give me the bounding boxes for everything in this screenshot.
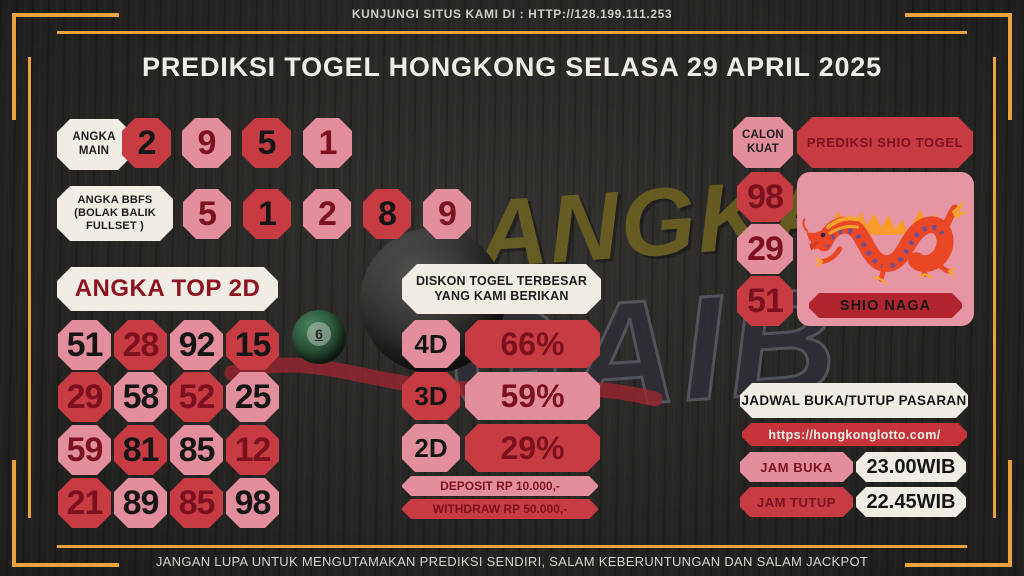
top2d-cell: 52 <box>170 372 223 422</box>
jam-buka-label: JAM BUKA <box>740 452 853 482</box>
angka-bbfs-label: ANGKA BBFS (BOLAK BALIK FULLSET ) <box>57 186 173 241</box>
diskon-title: DISKON TOGEL TERBESAR YANG KAMI BERIKAN <box>402 264 601 314</box>
calon-kuat-label: CALON KUAT <box>733 117 793 168</box>
shio-card: SHIO NAGA <box>797 172 974 326</box>
frame-line-bottom <box>57 545 967 548</box>
top2d-cell: 85 <box>170 425 223 475</box>
angka-bbfs-digit: 9 <box>423 189 471 239</box>
top2d-cell: 89 <box>114 478 167 528</box>
diskon-row-label: 2D <box>402 424 460 472</box>
calon-kuat-number: 98 <box>737 172 793 222</box>
calon-kuat-label-line2: KUAT <box>747 142 779 155</box>
angka-main-label-line2: MAIN <box>78 144 110 157</box>
diskon-row-value: 29% <box>465 424 600 472</box>
angka-top-2d-label: ANGKA TOP 2D <box>57 267 278 311</box>
shio-header: PREDIKSI SHIO TOGEL <box>797 117 973 168</box>
angka-bbfs-digit: 8 <box>363 189 411 239</box>
jam-tutup-label: JAM TUTUP <box>740 487 853 517</box>
frame-corner-top-left <box>12 13 119 120</box>
six-ball-number-disc: 6 <box>307 322 331 346</box>
six-ball-number: 6 <box>315 326 323 342</box>
site-notice: KUNJUNGI SITUS KAMI DI : HTTP://128.199.… <box>351 7 673 21</box>
top2d-cell: 51 <box>58 320 111 370</box>
footer-note: JANGAN LUPA UNTUK MENGUTAMAKAN PREDIKSI … <box>155 554 869 569</box>
frame-line-right <box>993 57 996 518</box>
frame-corner-bottom-left <box>12 460 119 567</box>
angka-bbfs-digit: 2 <box>303 189 351 239</box>
diskon-row-label: 3D <box>402 372 460 420</box>
top2d-cell: 21 <box>58 478 111 528</box>
jam-tutup-value: 22.45WIB <box>856 487 966 517</box>
withdraw-banner: WITHDRAW RP 50.000,- <box>402 499 598 519</box>
frame-line-top <box>57 31 967 34</box>
angka-bbfs-label-line2: (BOLAK BALIK <box>74 206 156 219</box>
top2d-cell: 12 <box>226 425 279 475</box>
top2d-cell: 25 <box>226 372 279 422</box>
frame-line-left <box>28 57 31 518</box>
angka-bbfs-label-line1: ANGKA BBFS <box>77 193 153 206</box>
angka-bbfs-label-line3: FULLSET ) <box>85 220 144 233</box>
angka-main-digit: 5 <box>242 118 291 168</box>
angka-bbfs-digit: 1 <box>243 189 291 239</box>
six-ball-decoration: 6 <box>292 310 346 364</box>
frame-corner-bottom-right <box>905 460 1012 567</box>
diskon-row-value: 59% <box>465 372 600 420</box>
shio-name-banner: SHIO NAGA <box>809 293 962 318</box>
deposit-banner: DEPOSIT RP 10.000,- <box>402 476 598 496</box>
top2d-cell: 85 <box>170 478 223 528</box>
top2d-cell: 15 <box>226 320 279 370</box>
diskon-title-line1: DISKON TOGEL TERBESAR <box>415 274 588 288</box>
calon-kuat-number: 29 <box>737 224 793 274</box>
frame-corner-top-right <box>905 13 1012 120</box>
angka-main-digit: 9 <box>182 118 231 168</box>
angka-main-digit: 2 <box>122 118 171 168</box>
diskon-title-line2: YANG KAMI BERIKAN <box>434 289 569 303</box>
diskon-row-value: 66% <box>465 320 600 368</box>
jadwal-url-banner[interactable]: https://hongkonglotto.com/ <box>742 423 967 446</box>
top2d-cell: 59 <box>58 425 111 475</box>
top2d-cell: 81 <box>114 425 167 475</box>
angka-main-digit: 1 <box>303 118 352 168</box>
calon-kuat-label-line1: CALON <box>742 128 784 141</box>
top2d-cell: 29 <box>58 372 111 422</box>
diskon-row-label: 4D <box>402 320 460 368</box>
top2d-cell: 28 <box>114 320 167 370</box>
angka-bbfs-digit: 5 <box>183 189 231 239</box>
jam-buka-value: 23.00WIB <box>856 452 966 482</box>
jadwal-header: JADWAL BUKA/TUTUP PASARAN <box>740 383 968 418</box>
angka-main-label: ANGKA MAIN <box>57 119 131 170</box>
top2d-cell: 58 <box>114 372 167 422</box>
calon-kuat-number: 51 <box>737 276 793 326</box>
top2d-cell: 92 <box>170 320 223 370</box>
angka-main-label-line1: ANGKA <box>72 130 116 143</box>
page-title: PREDIKSI TOGEL HONGKONG SELASA 29 APRIL … <box>142 52 882 82</box>
dragon-illustration <box>802 199 970 285</box>
top2d-cell: 98 <box>226 478 279 528</box>
